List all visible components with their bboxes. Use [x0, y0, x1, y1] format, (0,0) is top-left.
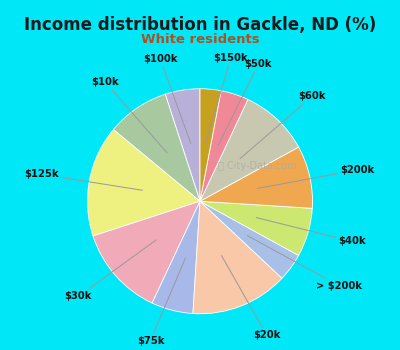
Text: $60k: $60k: [240, 91, 326, 159]
Text: $150k: $150k: [206, 53, 248, 143]
Wedge shape: [152, 201, 200, 314]
Wedge shape: [193, 201, 282, 314]
Text: White residents: White residents: [141, 33, 259, 46]
Wedge shape: [200, 99, 298, 201]
Wedge shape: [200, 201, 298, 278]
Text: Income distribution in Gackle, ND (%): Income distribution in Gackle, ND (%): [24, 16, 376, 34]
Text: $40k: $40k: [256, 218, 366, 246]
Text: $30k: $30k: [65, 240, 156, 301]
Wedge shape: [200, 201, 312, 255]
Text: $100k: $100k: [143, 54, 191, 144]
Wedge shape: [165, 89, 200, 201]
Wedge shape: [200, 147, 312, 208]
Text: $10k: $10k: [92, 77, 167, 153]
Text: $50k: $50k: [218, 59, 272, 146]
Wedge shape: [200, 89, 221, 201]
Text: $20k: $20k: [222, 256, 280, 340]
Wedge shape: [200, 91, 248, 201]
Text: $125k: $125k: [24, 169, 142, 190]
Wedge shape: [93, 201, 200, 303]
Text: ⓘ City-Data.com: ⓘ City-Data.com: [218, 161, 297, 171]
Text: $75k: $75k: [137, 258, 186, 346]
Text: > $200k: > $200k: [247, 236, 362, 291]
Wedge shape: [113, 94, 200, 201]
Text: $200k: $200k: [257, 165, 375, 189]
Wedge shape: [88, 130, 200, 236]
